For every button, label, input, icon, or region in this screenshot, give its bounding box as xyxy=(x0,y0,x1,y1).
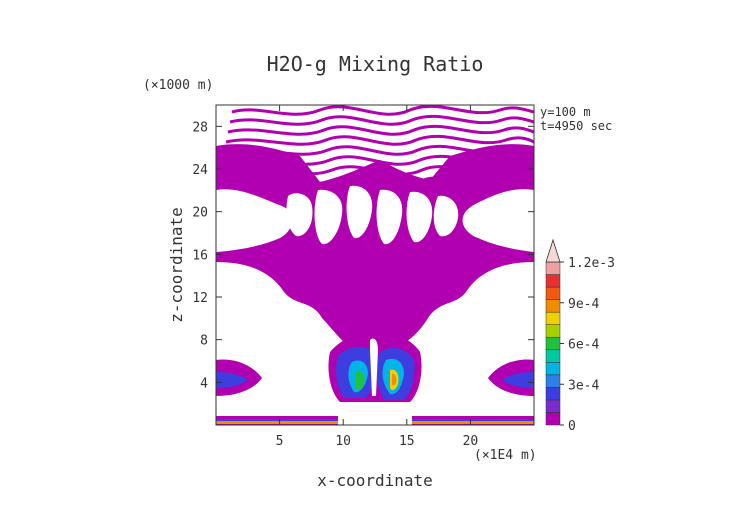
annotation-time: t=4950 sec xyxy=(540,119,612,133)
colorbar-tick-label: 9e-4 xyxy=(568,297,599,312)
colorbar-tick-label: 1.2e-3 xyxy=(568,256,615,271)
colorbar-tick-label: 3e-4 xyxy=(568,378,599,393)
colorbar-swatch xyxy=(545,362,561,376)
colorbar-swatch xyxy=(545,374,561,388)
colorbar-swatch xyxy=(545,286,561,300)
plot-frame xyxy=(215,104,535,426)
colorbar-tick-label: 6e-4 xyxy=(568,338,599,353)
y-tick-label: 8 xyxy=(200,334,208,349)
x-tick-label: 5 xyxy=(276,434,284,449)
colorbar-swatch xyxy=(545,349,561,363)
x-tick-label: 10 xyxy=(335,434,351,449)
y-tick-label: 20 xyxy=(192,206,208,221)
x-tick-label: 15 xyxy=(399,434,415,449)
x-axis-label: x-coordinate xyxy=(317,471,433,490)
x-axis-ticks: 5 10 15 20 xyxy=(276,105,479,449)
colorbar: 0 3e-4 6e-4 9e-4 1.2e-3 xyxy=(545,238,615,434)
colorbar-swatch xyxy=(545,336,561,351)
y-tick-label: 4 xyxy=(200,376,208,391)
y-axis-unit: (×1000 m) xyxy=(143,78,213,93)
contour-field xyxy=(216,105,534,425)
wave-stripes xyxy=(225,105,534,185)
x-tick-label: 20 xyxy=(463,434,479,449)
colorbar-swatch xyxy=(545,387,561,401)
colorbar-tick-label: 0 xyxy=(568,419,576,434)
x-axis-unit: (×1E4 m) xyxy=(474,448,537,463)
annotation-y: y=100 m xyxy=(540,105,591,119)
colorbar-swatch xyxy=(545,324,561,338)
colorbar-swatch xyxy=(545,311,561,325)
y-tick-label: 16 xyxy=(192,248,208,263)
y-axis-ticks: 4 8 12 16 20 24 28 xyxy=(192,120,534,391)
colorbar-overflow-triangle xyxy=(545,238,561,263)
colorbar-swatch xyxy=(545,274,561,288)
colorbar-swatch xyxy=(545,261,561,275)
y-tick-label: 28 xyxy=(192,120,208,135)
colorbar-swatch xyxy=(545,399,561,413)
colorbar-swatch xyxy=(545,299,561,313)
chart-title: H2O-g Mixing Ratio xyxy=(267,52,484,76)
colorbar-swatch xyxy=(545,412,561,426)
y-tick-label: 12 xyxy=(192,291,208,306)
y-tick-label: 24 xyxy=(192,163,208,178)
y-axis-label: z-coordinate xyxy=(167,207,186,323)
